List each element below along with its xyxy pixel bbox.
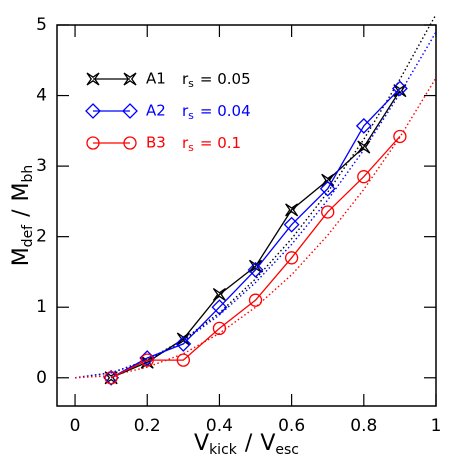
legend-marker <box>85 103 101 119</box>
y-axis-label-text: / <box>9 209 34 217</box>
x-axis-label-text: V <box>194 431 209 456</box>
x-tick-label: 0 <box>70 416 81 436</box>
legend-param-value: = 0.05 <box>200 70 251 88</box>
marker <box>176 353 190 367</box>
marker <box>355 117 372 134</box>
legend-param: rs = 0.05 <box>182 70 251 91</box>
marker <box>104 371 118 385</box>
legend-label: B3 <box>146 134 166 152</box>
legend-param-sub: s <box>188 141 194 154</box>
series-line <box>110 88 401 379</box>
legend-marker <box>123 72 137 86</box>
y-axis-label: Mdef​/Mbh​ <box>9 165 36 267</box>
x-axis-label-text: / <box>245 431 253 456</box>
marker <box>391 80 408 97</box>
legend-marker <box>86 136 100 150</box>
marker <box>175 335 192 352</box>
legend-param-symbol: r <box>182 102 189 120</box>
x-tick-label: 0.6 <box>278 416 305 436</box>
x-tick-label: 0.8 <box>350 416 377 436</box>
y-axis-label-text: M <box>9 182 34 201</box>
y-tick-label: 2 <box>36 227 47 247</box>
legend-marker <box>86 72 100 86</box>
legend-param-sub: s <box>188 109 194 122</box>
marker <box>357 140 371 154</box>
legend-label: A1 <box>146 70 166 88</box>
marker <box>284 251 299 265</box>
series-line <box>110 90 401 379</box>
marker <box>393 129 407 144</box>
x-tick-label: 0.2 <box>134 416 161 436</box>
y-axis-label-text: M <box>9 247 34 266</box>
legend-param-symbol: r <box>182 134 189 152</box>
x-axis-label-text: V <box>260 431 275 456</box>
marker <box>319 180 336 197</box>
x-tick-label: 1 <box>431 416 442 436</box>
legend-param: rs = 0.04 <box>182 102 251 123</box>
y-tick-label: 4 <box>36 86 47 106</box>
x-axis-label-sub: kick <box>209 442 238 458</box>
marker <box>211 299 228 316</box>
marker <box>321 173 335 187</box>
fit-curve <box>74 31 437 379</box>
marker <box>140 353 154 367</box>
plot-frame <box>56 24 437 407</box>
y-tick-label: 5 <box>36 15 47 35</box>
marker <box>140 355 154 369</box>
legend-marker <box>123 136 137 150</box>
series-line <box>110 136 401 379</box>
legend-param-value: = 0.04 <box>200 102 251 120</box>
legend-param-symbol: r <box>182 70 189 88</box>
marker <box>248 293 263 307</box>
y-tick-label: 1 <box>36 297 47 317</box>
fit-curve <box>75 77 437 379</box>
marker <box>104 371 118 385</box>
legend-param-value: = 0.1 <box>200 134 241 152</box>
x-axis-label: Vkick​/Vesc​ <box>194 431 299 458</box>
marker <box>248 259 263 273</box>
marker <box>283 216 300 233</box>
x-axis-label-sub: esc <box>275 442 299 458</box>
x-tick-label: 0.4 <box>206 416 233 436</box>
y-axis-label-sub: bh <box>20 165 36 183</box>
marker <box>212 321 227 336</box>
marker <box>321 205 335 219</box>
legend-param: rs = 0.1 <box>182 134 241 155</box>
marker <box>357 170 371 184</box>
y-tick-label: 3 <box>36 156 47 176</box>
legend-label: A2 <box>146 102 166 120</box>
y-tick-label: 0 <box>36 368 47 388</box>
marker <box>247 261 264 278</box>
legend-param-sub: s <box>188 77 194 90</box>
marker <box>285 203 299 217</box>
y-axis-label-sub: def <box>20 224 36 248</box>
fit-curve <box>74 14 437 379</box>
legend-marker <box>122 103 138 119</box>
